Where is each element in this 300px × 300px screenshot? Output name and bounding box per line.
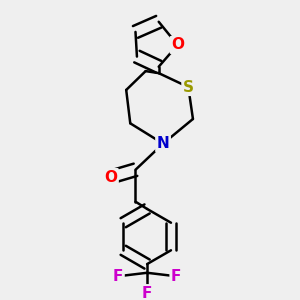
Text: O: O [171,38,184,52]
Text: F: F [113,269,123,284]
Text: O: O [104,169,117,184]
Text: N: N [157,136,169,151]
Text: F: F [171,269,181,284]
Text: F: F [142,286,152,300]
Text: S: S [183,80,194,94]
